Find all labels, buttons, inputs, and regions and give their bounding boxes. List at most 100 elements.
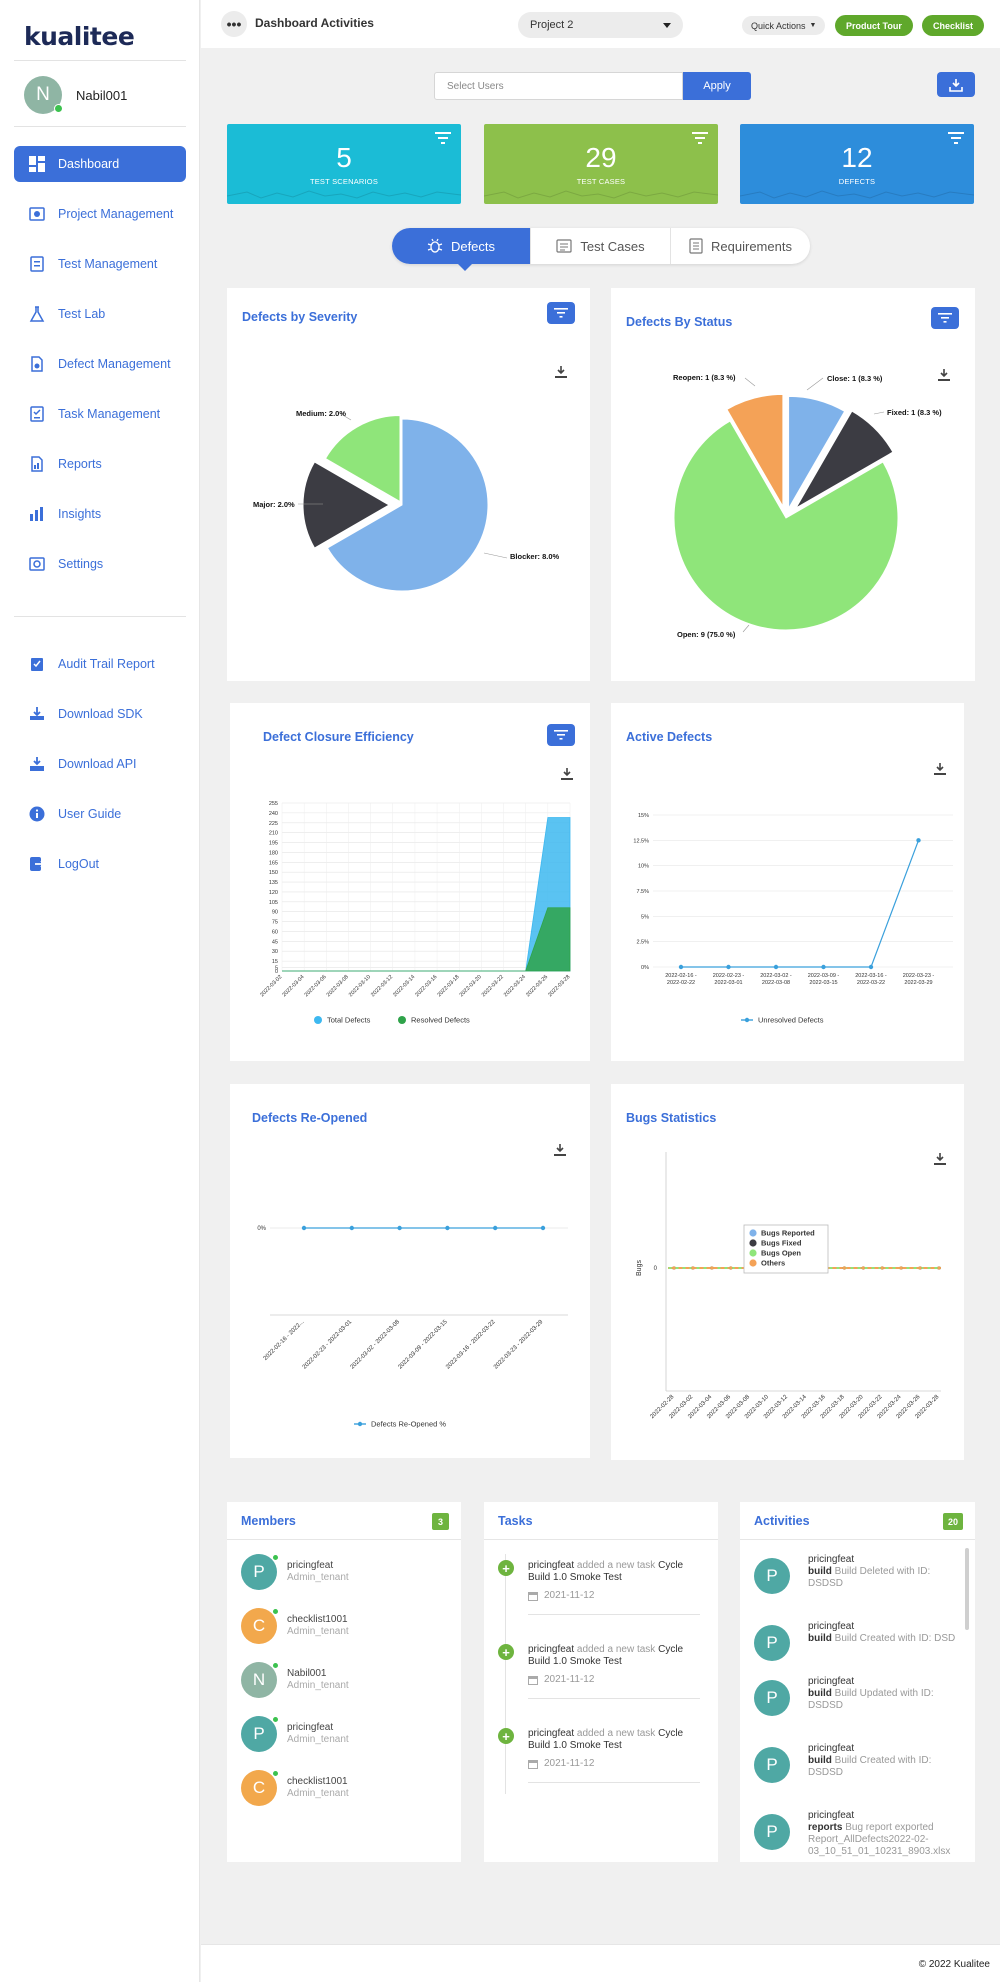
filter-button[interactable] — [547, 724, 575, 746]
user-name: Nabil001 — [76, 87, 128, 103]
kualitee-logo[interactable]: kualitee — [24, 22, 135, 51]
stat-label: TEST CASES — [576, 177, 626, 186]
x-tick-label: 2022-03-02 - — [760, 973, 792, 979]
list-item[interactable]: N Nabil001 Admin_tenant — [241, 1662, 349, 1698]
activity-detail: Bug report exported Report_AllDefects202… — [808, 1822, 951, 1857]
online-indicator — [272, 1554, 279, 1561]
more-icon[interactable]: ••• — [221, 11, 247, 37]
sidebar-item-download-sdk[interactable]: Download SDK — [14, 696, 186, 732]
download-icon[interactable] — [937, 368, 951, 382]
sidebar-item-insights[interactable]: Insights — [14, 496, 186, 532]
avatar: N — [241, 1662, 279, 1698]
x-tick-label: 2022-03-12 — [370, 974, 394, 998]
filter-icon[interactable] — [692, 132, 708, 144]
card-title: Active Defects — [626, 730, 713, 744]
y-tick-label: 105 — [269, 900, 278, 906]
download-icon[interactable] — [554, 365, 568, 379]
sparkline-decoration — [484, 190, 718, 199]
card-title: Defects by Severity — [242, 310, 358, 324]
avatar: C — [241, 1770, 279, 1806]
tab-requirements[interactable]: Requirements — [671, 228, 810, 264]
data-point — [445, 1225, 450, 1231]
legend-marker — [749, 1229, 757, 1237]
filter-icon — [554, 730, 568, 740]
download-button[interactable] — [937, 72, 975, 97]
stat-card-test-cases[interactable]: 29 TEST CASES — [484, 124, 718, 204]
data-point — [691, 1266, 695, 1270]
sidebar-item-defect-management[interactable]: Defect Management — [14, 346, 186, 382]
pie-label-open: Open: 9 (75.0 %) — [677, 630, 736, 639]
member-info: checklist1001 Admin_tenant — [287, 1614, 349, 1638]
x-tick-label: 2022-03-10 — [348, 974, 372, 998]
filter-button[interactable] — [931, 307, 959, 329]
audit-icon — [28, 655, 46, 673]
tab-test-cases[interactable]: Test Cases — [531, 228, 670, 264]
select-users-input[interactable]: Select Users — [434, 72, 683, 100]
y-tick-label: 75 — [272, 920, 278, 926]
legend-label: Bugs Reported — [761, 1229, 815, 1238]
tab-defects[interactable]: Defects — [392, 228, 530, 264]
y-tick-label: 210 — [269, 831, 278, 837]
sidebar-item-download-api[interactable]: Download API — [14, 746, 186, 782]
top-bar: ••• Dashboard Activities Project 2 Quick… — [201, 0, 1000, 48]
user-profile[interactable]: N Nabil001 — [24, 76, 127, 114]
sidebar-item-audit-trail[interactable]: Audit Trail Report — [14, 646, 186, 682]
avatar: P — [754, 1625, 790, 1661]
sidebar-item-test-management[interactable]: Test Management — [14, 246, 186, 282]
download-icon[interactable] — [560, 767, 574, 781]
card-title: Defects By Status — [626, 315, 733, 329]
avatar: P — [241, 1554, 279, 1590]
download-icon[interactable] — [553, 1143, 567, 1157]
sidebar-item-logout[interactable]: LogOut — [14, 846, 186, 882]
sidebar-item-task-management[interactable]: Task Management — [14, 396, 186, 432]
legend-label: Bugs Fixed — [761, 1239, 802, 1248]
sidebar-item-test-lab[interactable]: Test Lab — [14, 296, 186, 332]
activity-detail: Build Created with ID: DSD — [834, 1633, 956, 1644]
pie-slice-close — [788, 395, 846, 511]
settings-icon — [28, 555, 46, 573]
sidebar-item-user-guide[interactable]: User Guide — [14, 796, 186, 832]
apply-button[interactable]: Apply — [683, 72, 751, 100]
pie-label-fixed: Fixed: 1 (8.3 %) — [887, 408, 942, 417]
sidebar-item-project-management[interactable]: Project Management — [14, 196, 186, 232]
stat-card-defects[interactable]: 12 DEFECTS — [740, 124, 974, 204]
x-tick-label: 2022-03-28 — [547, 974, 571, 998]
panel-header: Activities 20 — [740, 1502, 975, 1540]
download-api-icon — [28, 755, 46, 773]
task-action: added a new task — [576, 1728, 656, 1739]
sidebar-item-settings[interactable]: Settings — [14, 546, 186, 582]
x-tick-label: 2022-02-22 — [667, 980, 695, 986]
legend-marker — [314, 1016, 322, 1024]
secondary-nav: Audit Trail Report Download SDK Download… — [14, 646, 186, 896]
task-user: pricingfeat — [528, 1560, 575, 1571]
filter-icon[interactable] — [948, 132, 964, 144]
activity-user: pricingfeat — [808, 1621, 855, 1632]
data-point — [540, 1225, 546, 1231]
online-indicator — [272, 1608, 279, 1615]
test-cases-icon — [556, 239, 572, 253]
project-select[interactable]: Project 2 — [518, 12, 683, 38]
product-tour-button[interactable]: Product Tour — [835, 15, 913, 36]
checklist-button[interactable]: Checklist — [922, 15, 985, 36]
member-name: checklist1001 — [287, 1614, 348, 1625]
x-tick-label: 2022-03-24 — [503, 974, 527, 998]
sidebar-item-reports[interactable]: Reports — [14, 446, 186, 482]
y-tick-label: 12.5% — [633, 838, 649, 844]
quick-actions-button[interactable]: Quick Actions ▼ — [742, 16, 826, 35]
sidebar-item-dashboard[interactable]: Dashboard — [14, 146, 186, 182]
data-point — [493, 1225, 498, 1231]
download-icon[interactable] — [933, 762, 947, 776]
task-name: Cycle Build 1.0 Smoke Test — [528, 1560, 684, 1583]
stat-card-test-scenarios[interactable]: 5 TEST SCENARIOS — [227, 124, 461, 204]
download-icon[interactable] — [933, 1152, 947, 1166]
y-tick-label: 255 — [269, 801, 278, 807]
scrollbar[interactable] — [965, 1548, 969, 1630]
filter-button[interactable] — [547, 302, 575, 324]
tab-label: Test Cases — [580, 238, 645, 254]
filter-icon[interactable] — [435, 132, 451, 144]
avatar: P — [754, 1680, 790, 1716]
